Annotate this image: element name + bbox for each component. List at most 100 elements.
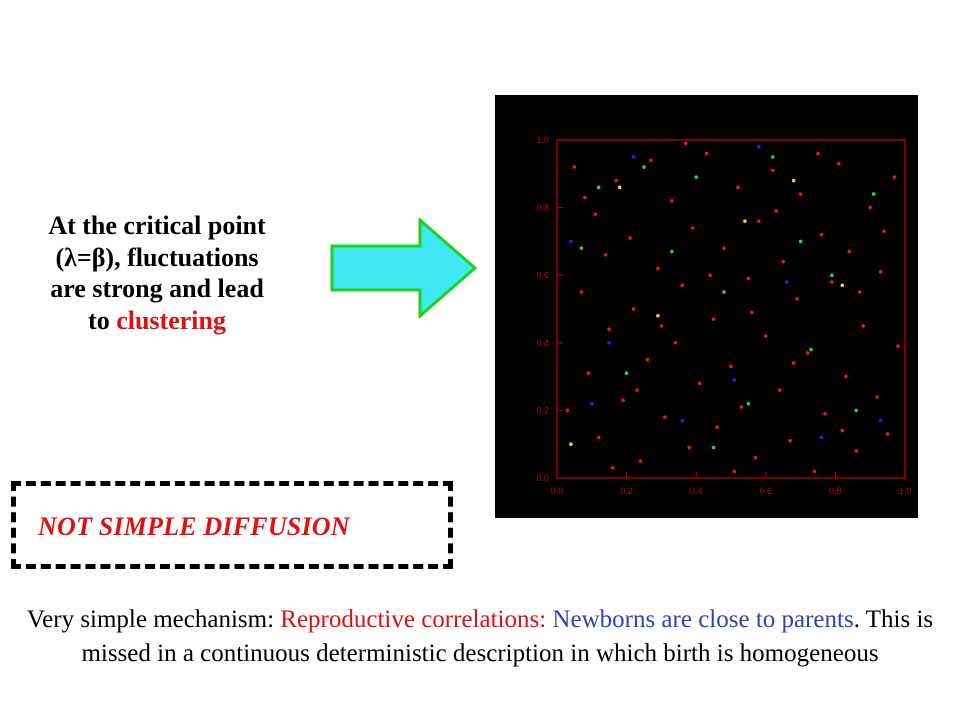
footer-part-1: Very simple mechanism: [26, 606, 281, 633]
scatter-point-series-2 [590, 401, 594, 406]
scatter-point-series-0 [750, 310, 754, 315]
not-simple-diffusion-box: NOT SIMPLE DIFFUSION [11, 481, 453, 569]
scatter-point-series-0 [861, 324, 866, 328]
x-tick-label: 0.0 [551, 486, 564, 496]
scatter-point-series-1 [596, 185, 601, 190]
scatter-point-series-0 [844, 374, 848, 379]
scatter-point-series-0 [673, 341, 678, 345]
scatter-point-series-3 [840, 283, 845, 288]
scatter-point-series-1 [746, 401, 751, 406]
scatter-point-series-2 [732, 378, 737, 382]
scatter-point-series-0 [840, 428, 845, 433]
scatter-point-series-0 [781, 259, 785, 264]
scatter-point-series-0 [753, 455, 758, 460]
scatter-point-series-2 [680, 418, 685, 423]
y-tick-label: 0.4 [536, 338, 549, 348]
scatter-plot: 0.0 0.2 0.4 0.6 0.8 1.0 0.0 0.2 0.4 0.6 0.8 1.0 [536, 135, 912, 496]
scatter-point-series-0 [645, 357, 650, 362]
scatter-point-series-0 [847, 249, 852, 254]
scatter-point-series-3 [569, 442, 573, 447]
scatter-point-series-3 [656, 313, 660, 318]
scatter-point-series-0 [729, 364, 733, 369]
heading-line-2-rest: ), fluctuations [105, 242, 259, 272]
scatter-point-series-0 [638, 459, 643, 463]
scatter-point-series-0 [722, 246, 726, 250]
heading-open-paren: ( [55, 242, 65, 272]
scatter-point-series-0 [593, 212, 598, 217]
scatter-point-series-0 [603, 253, 608, 257]
scatter-point-series-0 [746, 276, 751, 281]
scatter-point-series-2 [631, 155, 636, 159]
footer-text: Very simple mechanism: Reproductive corr… [20, 603, 940, 671]
scatter-point-series-0 [565, 408, 570, 413]
equals-symbol: = [76, 242, 92, 272]
scatter-point-series-0 [670, 199, 674, 203]
x-tick-label: 0.6 [760, 486, 773, 496]
scatter-point-series-1 [642, 165, 646, 169]
scatter-point-series-0 [892, 175, 897, 179]
clustering-highlight: clustering [116, 306, 226, 336]
scatter-point-series-0 [715, 425, 719, 430]
scatter-point-series-0 [798, 192, 803, 196]
scatter-point-series-0 [764, 334, 768, 338]
scatter-point-series-0 [680, 283, 685, 288]
right-arrow-icon [330, 218, 478, 318]
scatter-point-series-1 [854, 408, 859, 413]
y-tick-label: 1.0 [536, 135, 549, 145]
heading-line-1: At the critical point [48, 211, 266, 240]
scatter-point-series-0 [788, 439, 792, 443]
scatter-point-series-2 [569, 239, 573, 244]
scatter-point-series-1 [830, 273, 834, 277]
scatter-point-series-0 [770, 168, 775, 173]
scatter-point-series-0 [614, 178, 618, 183]
scatter-point-series-0 [777, 388, 782, 392]
scatter-point-series-1 [579, 246, 584, 250]
scatter-point-series-0 [690, 226, 695, 230]
footer-reproductive-correlations: Reproductive correlations: [280, 606, 547, 633]
scatter-point-series-2 [878, 418, 883, 423]
scatter-point-series-0 [659, 324, 664, 328]
y-tick-label: 0.2 [536, 405, 549, 415]
scatter-point-series-0 [607, 327, 611, 332]
scatter-point-series-0 [635, 388, 639, 392]
scatter-point-series-0 [854, 449, 859, 453]
scatter-point-series-0 [583, 195, 587, 200]
x-tick-label: 1.0 [899, 486, 912, 496]
heading-line-3: are strong and lead [50, 274, 264, 304]
heading-line-4: to clustering [12, 305, 302, 337]
scatter-point-series-0 [757, 219, 761, 223]
x-tick-label: 0.2 [620, 486, 633, 496]
scatter-point-series-0 [736, 185, 740, 190]
scatter-point-series-0 [791, 361, 796, 365]
scatter-point-series-0 [687, 445, 692, 450]
scatter-point-series-0 [697, 381, 702, 386]
y-tick-label: 0.0 [536, 473, 549, 483]
scatter-point-series-0 [586, 371, 591, 376]
scatter-point-series-0 [596, 435, 601, 440]
scatter-point-series-0 [610, 466, 615, 470]
scatter-point-series-0 [656, 266, 660, 271]
scatter-point-series-1 [798, 239, 803, 244]
lambda-symbol: λ [64, 242, 77, 272]
scatter-point-series-0 [830, 280, 834, 284]
scatter-point-series-0 [896, 344, 900, 348]
scatter-point-series-0 [882, 229, 886, 234]
scatter-point-series-0 [579, 290, 584, 294]
scatter-plot-panel: 0.0 0.2 0.4 0.6 0.8 1.0 0.0 0.2 0.4 0.6 0.8 1.0 [495, 95, 918, 518]
scatter-point-series-3 [743, 219, 747, 223]
x-tick-label: 0.8 [829, 486, 842, 496]
scatter-point-series-0 [816, 151, 820, 156]
footer-newborns-close: Newborns are close to parents [546, 606, 854, 633]
scatter-point-series-0 [875, 395, 879, 399]
scatter-point-series-1 [722, 290, 726, 294]
y-tick-label: 0.6 [536, 270, 549, 280]
scatter-point-series-0 [823, 411, 827, 416]
scatter-point-series-0 [805, 351, 810, 355]
scatter-point-series-2 [757, 144, 761, 149]
scatter-point-series-0 [795, 297, 799, 301]
scatter-point-series-0 [704, 151, 709, 156]
scatter-point-series-0 [878, 270, 883, 274]
scatter-point-series-0 [572, 165, 577, 169]
scatter-point-series-2 [784, 280, 789, 284]
scatter-point-series-1 [694, 175, 698, 179]
